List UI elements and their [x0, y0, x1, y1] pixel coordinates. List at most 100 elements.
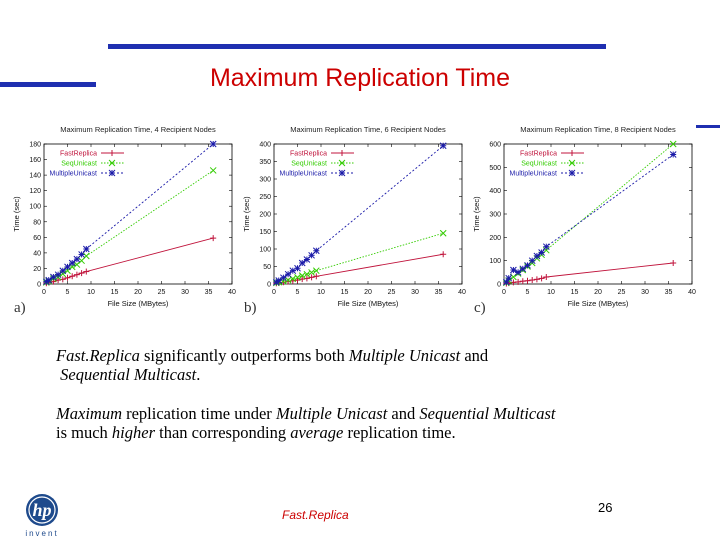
legend-label-MultipleUnicast: MultipleUnicast — [50, 171, 98, 178]
x-tick-label: 35 — [665, 289, 673, 296]
chart-title: Maximum Replication Time, 4 Recipient No… — [60, 125, 216, 134]
x-tick-label: 35 — [205, 289, 213, 296]
data-point-SeqUnicast — [303, 270, 311, 278]
svg-text:hp: hp — [32, 500, 51, 520]
p2-average: average — [290, 423, 344, 442]
x-tick-label: 0 — [502, 289, 506, 296]
data-point-SeqUnicast — [209, 167, 217, 174]
data-point-SeqUnicast — [59, 270, 67, 278]
y-tick-label: 80 — [33, 219, 41, 226]
x-axis-label: File Size (MBytes) — [108, 299, 169, 308]
chart-4-nodes: Maximum Replication Time, 4 Recipient No… — [12, 125, 236, 308]
y-tick-label: 50 — [263, 264, 271, 271]
x-tick-label: 25 — [618, 289, 626, 296]
legend-label-SeqUnicast: SeqUnicast — [61, 161, 97, 168]
x-tick-label: 10 — [547, 289, 555, 296]
p1-text-b: and — [460, 346, 489, 365]
y-tick-label: 350 — [259, 159, 271, 166]
x-tick-label: 10 — [87, 289, 95, 296]
p1-multiple-unicast: Multiple Unicast — [348, 346, 461, 365]
data-point-MultipleUnicast — [298, 259, 306, 267]
legend-label-MultipleUnicast: MultipleUnicast — [510, 171, 558, 178]
logo-wordmark: invent — [25, 529, 58, 538]
p2-text-e: replication time. — [343, 423, 456, 442]
x-tick-label: 0 — [272, 289, 276, 296]
page-number: 26 — [598, 500, 613, 515]
x-tick-label: 40 — [458, 289, 466, 296]
series-line-SeqUnicast — [276, 232, 444, 284]
legend-marker-MultipleUnicast — [108, 169, 116, 177]
x-axis-label: File Size (MBytes) — [338, 299, 399, 308]
y-axis-label: Time (sec) — [12, 196, 21, 232]
data-point-SeqUnicast — [308, 269, 315, 276]
data-point-MultipleUnicast — [68, 259, 76, 267]
y-tick-label: 0 — [497, 282, 501, 289]
data-point-MultipleUnicast — [82, 245, 90, 253]
x-tick-label: 30 — [641, 289, 649, 296]
legend-label-FastReplica: FastReplica — [520, 151, 557, 158]
legend-marker-SeqUnicast — [338, 159, 346, 167]
x-tick-label: 25 — [158, 289, 166, 296]
data-point-MultipleUnicast — [533, 252, 541, 260]
y-tick-label: 0 — [267, 282, 271, 289]
legend-label-FastReplica: FastReplica — [290, 151, 327, 158]
legend-marker-SeqUnicast — [108, 159, 116, 167]
y-tick-label: 150 — [259, 229, 271, 236]
x-tick-label: 15 — [111, 289, 119, 296]
x-tick-label: 20 — [594, 289, 602, 296]
footer-text: Fast.Replica — [282, 508, 349, 522]
panel-label-b: b) — [244, 300, 257, 316]
p2-higher: higher — [111, 423, 156, 442]
data-point-SeqUnicast — [298, 272, 306, 279]
y-tick-label: 100 — [29, 204, 41, 211]
panel-label-c: c) — [474, 300, 486, 316]
data-point-MultipleUnicast — [538, 249, 545, 256]
data-point-MultipleUnicast — [519, 265, 527, 273]
slide-title: Maximum Replication Time — [209, 64, 511, 92]
data-point-MultipleUnicast — [284, 270, 292, 278]
data-point-MultipleUnicast — [312, 247, 320, 255]
y-tick-label: 20 — [33, 266, 41, 273]
data-point-MultipleUnicast — [45, 276, 53, 284]
data-point-MultipleUnicast — [78, 251, 85, 258]
data-point-MultipleUnicast — [510, 266, 517, 274]
x-tick-label: 5 — [66, 289, 70, 296]
p2-seq-multicast: Sequential Multicast — [419, 404, 556, 423]
y-tick-label: 300 — [259, 177, 271, 184]
y-tick-label: 120 — [29, 188, 41, 195]
paragraph-1: Fast.Replica significantly outperforms b… — [56, 346, 488, 384]
data-point-MultipleUnicast — [275, 277, 283, 284]
panel-label-a: a) — [14, 300, 26, 316]
y-tick-label: 140 — [29, 173, 41, 180]
data-point-MultipleUnicast — [439, 142, 447, 150]
data-point-MultipleUnicast — [514, 268, 522, 276]
p2-multiple-unicast: Multiple Unicast — [275, 404, 388, 423]
p2-text-a: replication time under — [121, 404, 276, 423]
data-point-SeqUnicast — [439, 229, 447, 237]
hp-logo-mark: hp invent — [25, 494, 58, 538]
y-tick-label: 600 — [489, 142, 501, 149]
paragraph-2: Maximum replication time under Multiple … — [56, 404, 555, 442]
x-tick-label: 20 — [364, 289, 372, 296]
data-point-MultipleUnicast — [54, 271, 62, 279]
x-tick-label: 25 — [388, 289, 396, 296]
y-tick-label: 200 — [489, 235, 501, 242]
x-tick-label: 5 — [296, 289, 300, 296]
p1-seq-multicast: Sequential Multicast — [60, 365, 197, 384]
chart-8-nodes: Maximum Replication Time, 8 Recipient No… — [472, 125, 696, 308]
x-tick-label: 35 — [435, 289, 443, 296]
data-point-MultipleUnicast — [209, 140, 217, 148]
y-axis-label: Time (sec) — [472, 196, 481, 232]
x-tick-label: 5 — [526, 289, 530, 296]
p2-maximum: Maximum — [56, 404, 122, 423]
data-point-SeqUnicast — [294, 273, 301, 281]
hp-logo: hp invent — [14, 492, 70, 538]
x-tick-label: 30 — [181, 289, 189, 296]
x-axis-label: File Size (MBytes) — [568, 299, 629, 308]
data-point-MultipleUnicast — [59, 267, 67, 275]
data-point-MultipleUnicast — [669, 151, 677, 158]
p1-fastreplica: Fast.Replica — [56, 346, 140, 365]
left-accent-rule — [0, 82, 96, 87]
data-point-SeqUnicast — [82, 252, 90, 260]
data-point-SeqUnicast — [73, 261, 81, 268]
